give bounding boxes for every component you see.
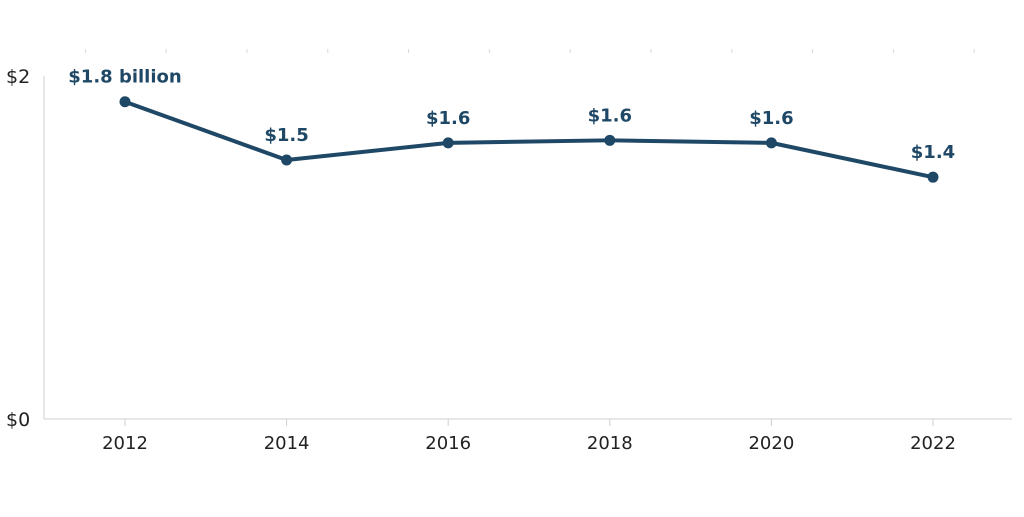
- data-label: $1.8 billion: [68, 67, 181, 88]
- y-tick-label: $2: [6, 66, 30, 88]
- data-point: [765, 137, 777, 149]
- data-point: [442, 137, 454, 149]
- top-tick-marks: [84, 49, 975, 53]
- y-axis-labels: $0 $2: [6, 66, 30, 431]
- x-tick-label: 2014: [264, 433, 310, 454]
- x-tick-label: 2016: [425, 433, 471, 454]
- x-axis-labels: 2012 2014 2016 2018 2020 2022: [102, 433, 956, 454]
- series-line: [123, 99, 935, 180]
- data-label: $1.6: [426, 108, 470, 129]
- x-tick-marks: [124, 419, 934, 426]
- data-labels: $1.8 billion $1.5 $1.6 $1.6 $1.6 $1.4: [68, 67, 955, 163]
- data-point: [927, 171, 939, 183]
- x-tick-label: 2012: [102, 433, 148, 454]
- data-label: $1.4: [911, 142, 955, 163]
- data-label: $1.6: [749, 108, 793, 129]
- data-label: $1.5: [264, 125, 308, 146]
- data-label: $1.6: [588, 105, 632, 126]
- y-tick-label: $0: [6, 409, 30, 431]
- series-layer: [119, 96, 939, 183]
- data-point: [281, 154, 293, 166]
- data-point: [604, 134, 616, 146]
- x-tick-label: 2018: [587, 433, 633, 454]
- data-point: [119, 96, 131, 108]
- x-tick-label: 2022: [910, 433, 956, 454]
- x-tick-label: 2020: [748, 433, 794, 454]
